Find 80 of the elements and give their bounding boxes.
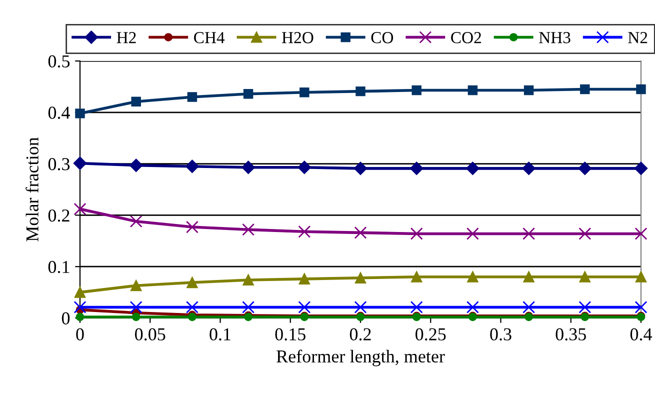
y-tick-label: 0.2 <box>48 209 70 222</box>
x-tick-label: 0.05 <box>135 328 166 341</box>
y-tick-label: 0.3 <box>48 158 70 170</box>
point <box>74 202 86 216</box>
point <box>635 271 647 282</box>
point <box>242 223 255 236</box>
point <box>74 300 86 314</box>
point <box>410 300 423 314</box>
point <box>75 108 85 118</box>
point <box>523 271 534 282</box>
point <box>298 273 310 284</box>
point <box>580 84 590 94</box>
y-tick-label: 0.1 <box>48 260 70 274</box>
legend-label: NH3 <box>539 32 570 44</box>
point <box>524 85 534 96</box>
point <box>186 220 198 234</box>
point <box>298 225 311 238</box>
legend-label: CO <box>371 32 394 44</box>
point <box>634 162 648 176</box>
legend-label: CH4 <box>194 32 225 44</box>
point <box>354 162 368 176</box>
point <box>242 160 255 174</box>
point <box>634 227 648 240</box>
x-tick-label: 0.25 <box>416 328 446 341</box>
point <box>467 271 478 282</box>
point <box>130 300 142 314</box>
point <box>578 227 592 240</box>
x-axis-title: Reformer length, meter <box>276 350 445 366</box>
x-tick-label: 0.1 <box>210 328 230 341</box>
point <box>466 227 479 240</box>
point <box>354 226 367 239</box>
point <box>522 227 536 240</box>
point <box>354 300 367 314</box>
point <box>522 300 536 314</box>
point <box>242 274 254 286</box>
point <box>186 160 199 173</box>
point <box>354 272 366 284</box>
x-tick-label: 0.4 <box>630 328 652 341</box>
point <box>634 300 648 314</box>
point <box>578 300 592 314</box>
legend-label: CO2 <box>451 32 481 44</box>
point <box>356 86 366 96</box>
legend-label: H2O <box>282 32 314 44</box>
y-tick-label: 0.5 <box>48 55 70 68</box>
point <box>410 227 423 240</box>
point <box>74 286 86 298</box>
point <box>186 276 198 288</box>
point <box>412 85 422 96</box>
x-tick-label: 0 <box>76 328 84 340</box>
point <box>130 215 142 228</box>
point <box>636 84 646 94</box>
x-tick-label: 0.3 <box>490 328 512 341</box>
point <box>186 300 198 314</box>
point <box>132 312 140 322</box>
point <box>578 162 592 176</box>
point <box>411 271 422 282</box>
point <box>466 162 480 176</box>
y-tick-label: 0.4 <box>48 106 70 119</box>
point <box>298 300 311 314</box>
legend-label: H2 <box>116 32 136 44</box>
point <box>130 280 142 292</box>
x-tick-label: 0.35 <box>556 328 586 341</box>
y-tick-label: 0 <box>62 312 70 324</box>
point <box>131 96 141 106</box>
x-tick-label: 0.2 <box>350 328 371 341</box>
point <box>468 85 478 96</box>
y-axis-title: Molar fraction <box>26 137 38 242</box>
x-tick-label: 0.15 <box>275 328 306 341</box>
point <box>579 271 590 282</box>
point <box>300 87 310 98</box>
legend-label: N2 <box>628 32 648 44</box>
point <box>242 300 255 314</box>
point <box>130 158 143 172</box>
point <box>410 162 424 176</box>
point <box>522 162 536 176</box>
point <box>466 300 479 314</box>
point <box>243 89 254 99</box>
point <box>298 160 311 174</box>
point <box>73 156 87 170</box>
point <box>187 92 198 102</box>
